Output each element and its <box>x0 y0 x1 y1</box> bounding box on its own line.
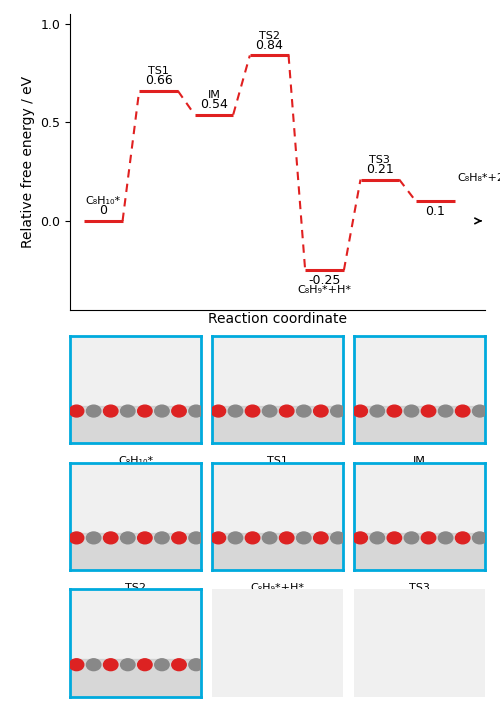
Circle shape <box>456 532 470 543</box>
Circle shape <box>472 532 487 543</box>
Circle shape <box>154 405 169 417</box>
Circle shape <box>86 405 101 417</box>
Circle shape <box>154 532 169 543</box>
Circle shape <box>246 532 260 543</box>
Text: 0.54: 0.54 <box>200 98 228 111</box>
Circle shape <box>262 532 277 543</box>
Circle shape <box>70 659 84 671</box>
Text: C₈H₈*+2H*: C₈H₈*+2H* <box>458 172 500 182</box>
Text: IM: IM <box>208 90 220 100</box>
Circle shape <box>472 405 487 417</box>
Circle shape <box>387 532 402 543</box>
Circle shape <box>120 659 135 671</box>
Text: C₈H₁₀*: C₈H₁₀* <box>86 196 121 206</box>
Circle shape <box>138 532 152 543</box>
Circle shape <box>172 532 186 543</box>
Circle shape <box>422 405 436 417</box>
Text: 0.1: 0.1 <box>426 205 445 218</box>
Circle shape <box>104 405 118 417</box>
Bar <box>70 660 202 697</box>
Circle shape <box>280 405 294 417</box>
Text: -0.25: -0.25 <box>308 274 340 287</box>
Circle shape <box>314 405 328 417</box>
Circle shape <box>280 532 294 543</box>
Bar <box>70 532 202 570</box>
Circle shape <box>138 405 152 417</box>
Text: TS2: TS2 <box>258 31 280 41</box>
Circle shape <box>353 532 368 543</box>
Bar <box>212 532 343 570</box>
Circle shape <box>189 532 204 543</box>
Circle shape <box>330 405 345 417</box>
X-axis label: Reaction coordinate: Reaction coordinate <box>208 313 347 327</box>
Text: C₈H₉*+H*: C₈H₉*+H* <box>250 583 304 593</box>
Circle shape <box>104 532 118 543</box>
Circle shape <box>86 659 101 671</box>
Text: IM: IM <box>413 456 426 466</box>
Circle shape <box>370 532 384 543</box>
Circle shape <box>154 659 169 671</box>
Bar <box>354 532 485 570</box>
Text: TS3: TS3 <box>409 583 430 593</box>
Circle shape <box>172 659 186 671</box>
Circle shape <box>387 405 402 417</box>
Text: 0: 0 <box>99 204 107 217</box>
Circle shape <box>296 532 311 543</box>
Circle shape <box>70 405 84 417</box>
Circle shape <box>70 532 84 543</box>
Circle shape <box>120 405 135 417</box>
Text: TS1: TS1 <box>148 66 169 76</box>
Circle shape <box>120 532 135 543</box>
Y-axis label: Relative free energy / eV: Relative free energy / eV <box>20 76 34 248</box>
Circle shape <box>189 659 204 671</box>
Text: C₈H₁₀*: C₈H₁₀* <box>118 456 153 466</box>
Circle shape <box>438 532 453 543</box>
Text: 0.84: 0.84 <box>256 39 283 51</box>
Circle shape <box>228 532 242 543</box>
Text: 0.21: 0.21 <box>366 163 394 175</box>
Circle shape <box>438 405 453 417</box>
Circle shape <box>172 405 186 417</box>
Circle shape <box>138 659 152 671</box>
Bar <box>70 406 202 444</box>
Circle shape <box>314 532 328 543</box>
Bar <box>212 406 343 444</box>
Circle shape <box>189 405 204 417</box>
Circle shape <box>404 532 418 543</box>
Circle shape <box>330 532 345 543</box>
Circle shape <box>422 532 436 543</box>
Circle shape <box>104 659 118 671</box>
Text: 0.66: 0.66 <box>144 74 172 87</box>
Text: TS2: TS2 <box>125 583 146 593</box>
Circle shape <box>246 405 260 417</box>
Circle shape <box>353 405 368 417</box>
Circle shape <box>86 532 101 543</box>
Circle shape <box>211 405 226 417</box>
Circle shape <box>456 405 470 417</box>
Text: TS1: TS1 <box>267 456 288 466</box>
Bar <box>354 406 485 444</box>
Circle shape <box>404 405 418 417</box>
Circle shape <box>262 405 277 417</box>
Circle shape <box>296 405 311 417</box>
Circle shape <box>370 405 384 417</box>
Circle shape <box>228 405 242 417</box>
Circle shape <box>211 532 226 543</box>
Text: C₈H₉*+H*: C₈H₉*+H* <box>298 285 352 295</box>
Text: TS3: TS3 <box>370 155 390 165</box>
